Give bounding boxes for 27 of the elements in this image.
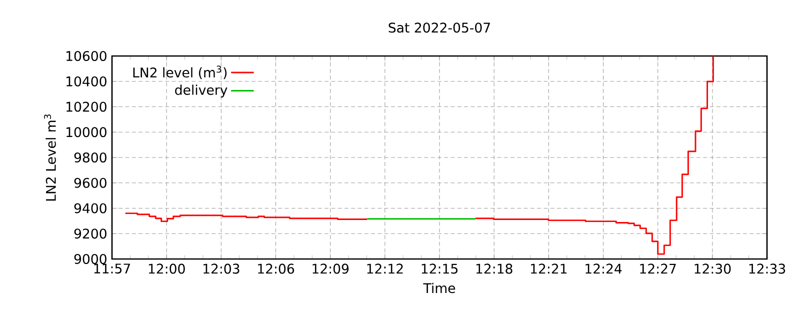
x-tick-label: 12:33	[749, 264, 786, 274]
x-tick-label: 12:15	[422, 264, 458, 274]
y-tick-label: 10400	[66, 76, 106, 86]
x-tick-label: 12:30	[694, 264, 731, 274]
x-tick-label: 11:57	[94, 264, 130, 274]
legend-label: LN2 level (m$^{3}$)	[133, 66, 227, 80]
legend-label: delivery	[175, 84, 228, 98]
y-tick-label: 9000	[74, 254, 106, 264]
x-tick-label: 12:18	[476, 264, 512, 274]
x-tick-label: 12:06	[258, 264, 294, 274]
y-tick-label: 9600	[74, 178, 106, 188]
y-tick-label: 9800	[74, 152, 106, 163]
y-tick-label: 10600	[66, 50, 106, 62]
y-axis-title: LN2 Level m$^{3}$	[44, 114, 56, 201]
x-tick-label: 12:24	[586, 264, 622, 274]
y-tick-label: 10200	[66, 102, 106, 112]
x-tick-label: 12:12	[367, 264, 403, 274]
y-tick-label: 10000	[66, 127, 106, 138]
x-axis-title: Time	[423, 282, 456, 294]
y-tick-label: 9400	[74, 203, 106, 214]
x-tick-label: 12:21	[530, 264, 567, 274]
x-tick-label: 12:03	[203, 264, 240, 274]
chart-title: Sat 2022-05-07	[388, 22, 490, 33]
x-tick-label: 12:27	[640, 264, 676, 274]
x-tick-label: 12:00	[148, 264, 185, 274]
y-tick-label: 9200	[74, 228, 106, 239]
x-tick-label: 12:09	[312, 264, 349, 274]
